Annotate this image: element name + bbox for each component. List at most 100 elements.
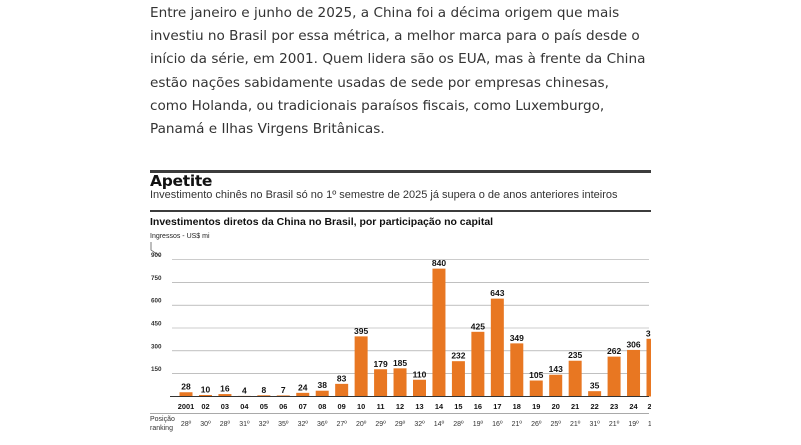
bar-value-label: 143 [549, 364, 563, 374]
bar [568, 360, 582, 397]
bar [471, 331, 485, 397]
ranking-value: 29º [375, 421, 386, 428]
bar-value-label: 24 [298, 382, 308, 392]
bar-value-label: 38 [317, 380, 327, 390]
chart-subtitle: Investimento chinês no Brasil só no 1º s… [150, 189, 618, 201]
ranking-value: 19º [628, 421, 639, 428]
y-tick-label: 600 [151, 298, 162, 305]
bar [374, 369, 388, 397]
ranking-value: 28º [453, 421, 464, 428]
y-axis-label: Ingressos - US$ mi [150, 233, 210, 240]
ranking-value: 28º [181, 421, 192, 428]
ranking-value: 31º [589, 421, 600, 428]
chart-heading: Investimentos diretos da China no Brasil… [150, 216, 494, 228]
ranking-value: 32º [259, 421, 270, 428]
bar [218, 394, 232, 397]
x-tick-label: 02 [201, 402, 209, 411]
ranking-value: 25º [551, 421, 562, 428]
bar-value-label: 10 [201, 384, 211, 394]
x-tick-label: 2001 [178, 402, 194, 411]
ranking-value: 26º [531, 421, 542, 428]
bar [607, 356, 621, 397]
bar-value-label: 110 [413, 369, 427, 379]
bar-value-label: 306 [626, 339, 640, 349]
ranking-value: 16º [492, 421, 503, 428]
ranking-value: 27º [336, 421, 347, 428]
x-tick-label: 13 [415, 402, 423, 411]
x-tick-label: 05 [260, 402, 268, 411]
bar-value-label: 262 [607, 346, 621, 356]
ranking-value: 21º [512, 421, 523, 428]
bar [257, 395, 271, 397]
ranking-value: 29º [395, 421, 406, 428]
x-tick-label: 22 [591, 402, 599, 411]
chart-block: Apetite Investimento chinês no Brasil só… [150, 170, 651, 445]
y-axis-label-pointer [150, 242, 161, 257]
article-paragraph: Entre janeiro e junho de 2025, a China f… [150, 5, 646, 138]
x-tick-label: 10 [357, 402, 365, 411]
x-tick-label: 21 [571, 402, 579, 411]
ranking-value: 28º [220, 421, 231, 428]
x-tick-label: 03 [221, 402, 229, 411]
bar [179, 392, 193, 397]
ranking-value: 32º [414, 421, 425, 428]
bar-value-label: 235 [568, 350, 582, 360]
ranking-value: 21º [609, 421, 620, 428]
x-tick-label: 14 [435, 402, 444, 411]
ranking-value: 35º [278, 421, 289, 428]
bar [588, 391, 602, 397]
bar-value-label: 83 [337, 373, 347, 383]
ranking-value: 36º [317, 421, 328, 428]
x-tick-label: 19 [532, 402, 540, 411]
bar-value-label: 349 [510, 333, 524, 343]
bar-value-label: 16 [220, 384, 230, 394]
ranking-value: 14º [434, 421, 445, 428]
x-tick-label: 15 [454, 402, 462, 411]
x-tick-label: 17 [493, 402, 501, 411]
bar [198, 394, 212, 397]
bar-value-label: 35 [590, 381, 600, 391]
x-tick-label: 25* [647, 402, 651, 411]
bar-value-label: 4 [242, 385, 247, 395]
bar-value-label: 28 [181, 382, 191, 392]
x-tick-label: 12 [396, 402, 404, 411]
x-tick-label: 18 [513, 402, 521, 411]
x-tick-label: 04 [240, 402, 249, 411]
bar-value-label: 643 [490, 288, 504, 298]
bar [549, 374, 563, 397]
x-tick-label: 16 [474, 402, 482, 411]
y-tick-label: 150 [151, 366, 162, 373]
bar-value-label: 179 [373, 359, 387, 369]
ranking-value: 32º [298, 421, 309, 428]
bar [315, 390, 329, 397]
bar [413, 379, 426, 397]
ranking-value: 10º [648, 421, 651, 428]
x-tick-label: 20 [552, 402, 560, 411]
x-tick-label: 06 [279, 402, 287, 411]
x-tick-label: 08 [318, 402, 326, 411]
x-tick-label: 24 [629, 402, 638, 411]
x-tick-label: 23 [610, 402, 618, 411]
bar [432, 268, 446, 397]
bar [627, 349, 641, 397]
bar [529, 380, 543, 397]
ranking-value: 19º [473, 421, 484, 428]
y-tick-label: 900 [151, 252, 162, 259]
y-tick-label: 300 [151, 343, 162, 350]
chart-title: Apetite [150, 172, 213, 190]
bar [490, 298, 504, 397]
ranking-value: 20º [356, 421, 367, 428]
bar-chart: Ingressos - US$ mi 150 300 450 600 750 900 28 20… [150, 233, 651, 432]
bar [393, 368, 407, 397]
bar [510, 343, 524, 397]
chart-divider [150, 210, 651, 212]
bar-value-label: 7 [281, 385, 286, 395]
chart-top-rule [150, 170, 651, 173]
y-tick-label: 750 [151, 275, 162, 282]
bar-value-label: 105 [529, 370, 543, 380]
x-tick-label: 09 [338, 402, 346, 411]
bar-value-label: 185 [393, 358, 407, 368]
bar [646, 338, 651, 397]
x-tick-label: 11 [377, 402, 385, 411]
bar-value-label: 379 [646, 328, 651, 338]
